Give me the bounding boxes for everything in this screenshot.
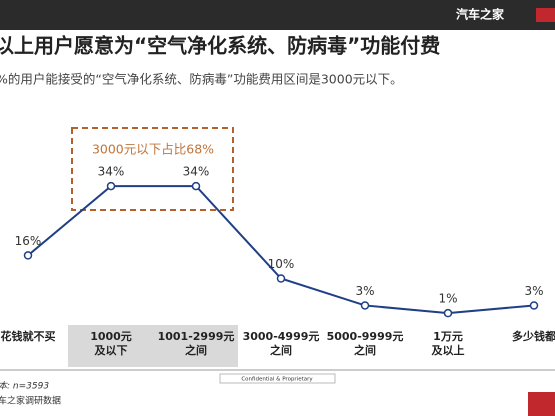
source-note: 车之家调研数据	[0, 395, 61, 407]
x-tick-label: 1000元 及以下	[90, 330, 132, 357]
highlight-box	[71, 127, 234, 211]
footer-logo	[528, 392, 555, 416]
x-tick-label: 1001-2999元 之间	[157, 330, 235, 357]
marker	[360, 301, 370, 310]
brand: 汽车之家	[456, 7, 505, 22]
data-label: 3%	[524, 284, 543, 298]
marker	[191, 181, 201, 191]
header-bar	[0, 0, 555, 30]
line	[27, 185, 535, 315]
x-tick-label: 5000-9999元 之间	[326, 330, 404, 357]
highlight-band	[68, 325, 238, 367]
data-label: 34%	[183, 165, 210, 179]
x-tick-label: 花钱就不买	[0, 330, 56, 343]
marker	[276, 274, 286, 283]
data-label: 34%	[98, 165, 125, 179]
x-tick-label: 多少钱都	[512, 330, 555, 343]
logo	[536, 8, 555, 22]
marker	[529, 301, 539, 310]
data-label: 10%	[268, 257, 295, 271]
data-label: 16%	[15, 234, 42, 248]
marker	[443, 308, 453, 318]
chart-title: 以上用户愿意为“空气净化系统、防病毒”功能付费	[0, 34, 440, 58]
x-tick-label: 3000-4999元 之间	[242, 330, 320, 357]
annotation: 3000元以下占比68%	[92, 142, 214, 157]
marker	[23, 251, 33, 260]
confidential: Confidential & Proprietary	[241, 377, 313, 383]
sample-note: 本: n=3593	[0, 381, 49, 392]
data-label: 3%	[355, 284, 374, 298]
confidential-box	[219, 373, 336, 384]
marker	[106, 181, 116, 191]
x-tick-label: 1万元 及以上	[431, 330, 465, 357]
subtitle: %的用户能接受的“空气净化系统、防病毒”功能费用区间是3000元以下。	[0, 72, 403, 87]
data-label: 1%	[438, 292, 457, 306]
